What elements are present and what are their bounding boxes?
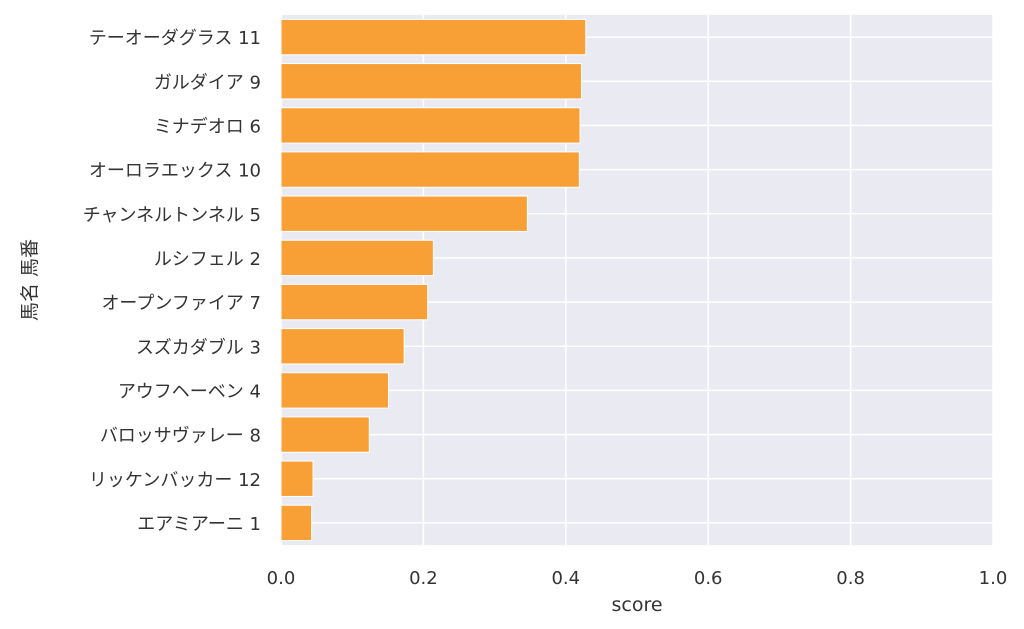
bar [280, 460, 314, 497]
bar [280, 195, 528, 232]
x-tick-labels: 0.0 0.2 0.4 0.6 0.8 1.0 [267, 568, 1008, 589]
y-tick-label: ガルダイア 9 [154, 72, 261, 93]
y-tick-label: ミナデオロ 6 [154, 116, 261, 137]
bar [280, 107, 581, 144]
y-tick-label: アウフヘーベン 4 [118, 381, 261, 402]
y-tick-label: チャンネルトンネル 5 [83, 205, 261, 226]
y-tick-label: エアミアーニ 1 [137, 514, 261, 535]
y-tick-label: バロッサヴァレー 8 [100, 426, 261, 447]
y-tick-label: リッケンバッカー 12 [89, 470, 261, 491]
bars [280, 18, 587, 542]
bar [280, 328, 405, 365]
bar [280, 239, 434, 277]
y-axis-label: 馬名 馬番 [19, 239, 41, 321]
bar [280, 151, 580, 188]
y-tick-label: オーロラエックス 10 [89, 161, 261, 182]
bar [280, 416, 370, 453]
x-tick-label: 0.8 [836, 568, 865, 589]
y-tick-label: ルシフェル 2 [154, 249, 261, 270]
x-tick-label: 0.6 [694, 568, 723, 589]
x-tick-label: 0.0 [267, 568, 296, 589]
bar [280, 283, 429, 321]
y-tick-label: オープンファイア 7 [101, 293, 261, 314]
plot-background [281, 15, 993, 545]
bar [280, 18, 587, 56]
y-tick-label: スズカダブル 3 [136, 336, 261, 358]
x-axis-label: score [611, 594, 662, 616]
x-tick-label: 0.4 [551, 568, 580, 589]
bar [280, 504, 313, 542]
y-tick-labels: テーオーダグラス 11 ガルダイア 9 ミナデオロ 6 オーロラエックス 10 チャンネ… [83, 28, 261, 535]
x-tick-label: 1.0 [979, 568, 1008, 589]
y-tick-label: テーオーダグラス 11 [89, 28, 261, 49]
x-tick-label: 0.2 [409, 568, 438, 589]
bar [280, 63, 582, 100]
bar [280, 372, 390, 409]
